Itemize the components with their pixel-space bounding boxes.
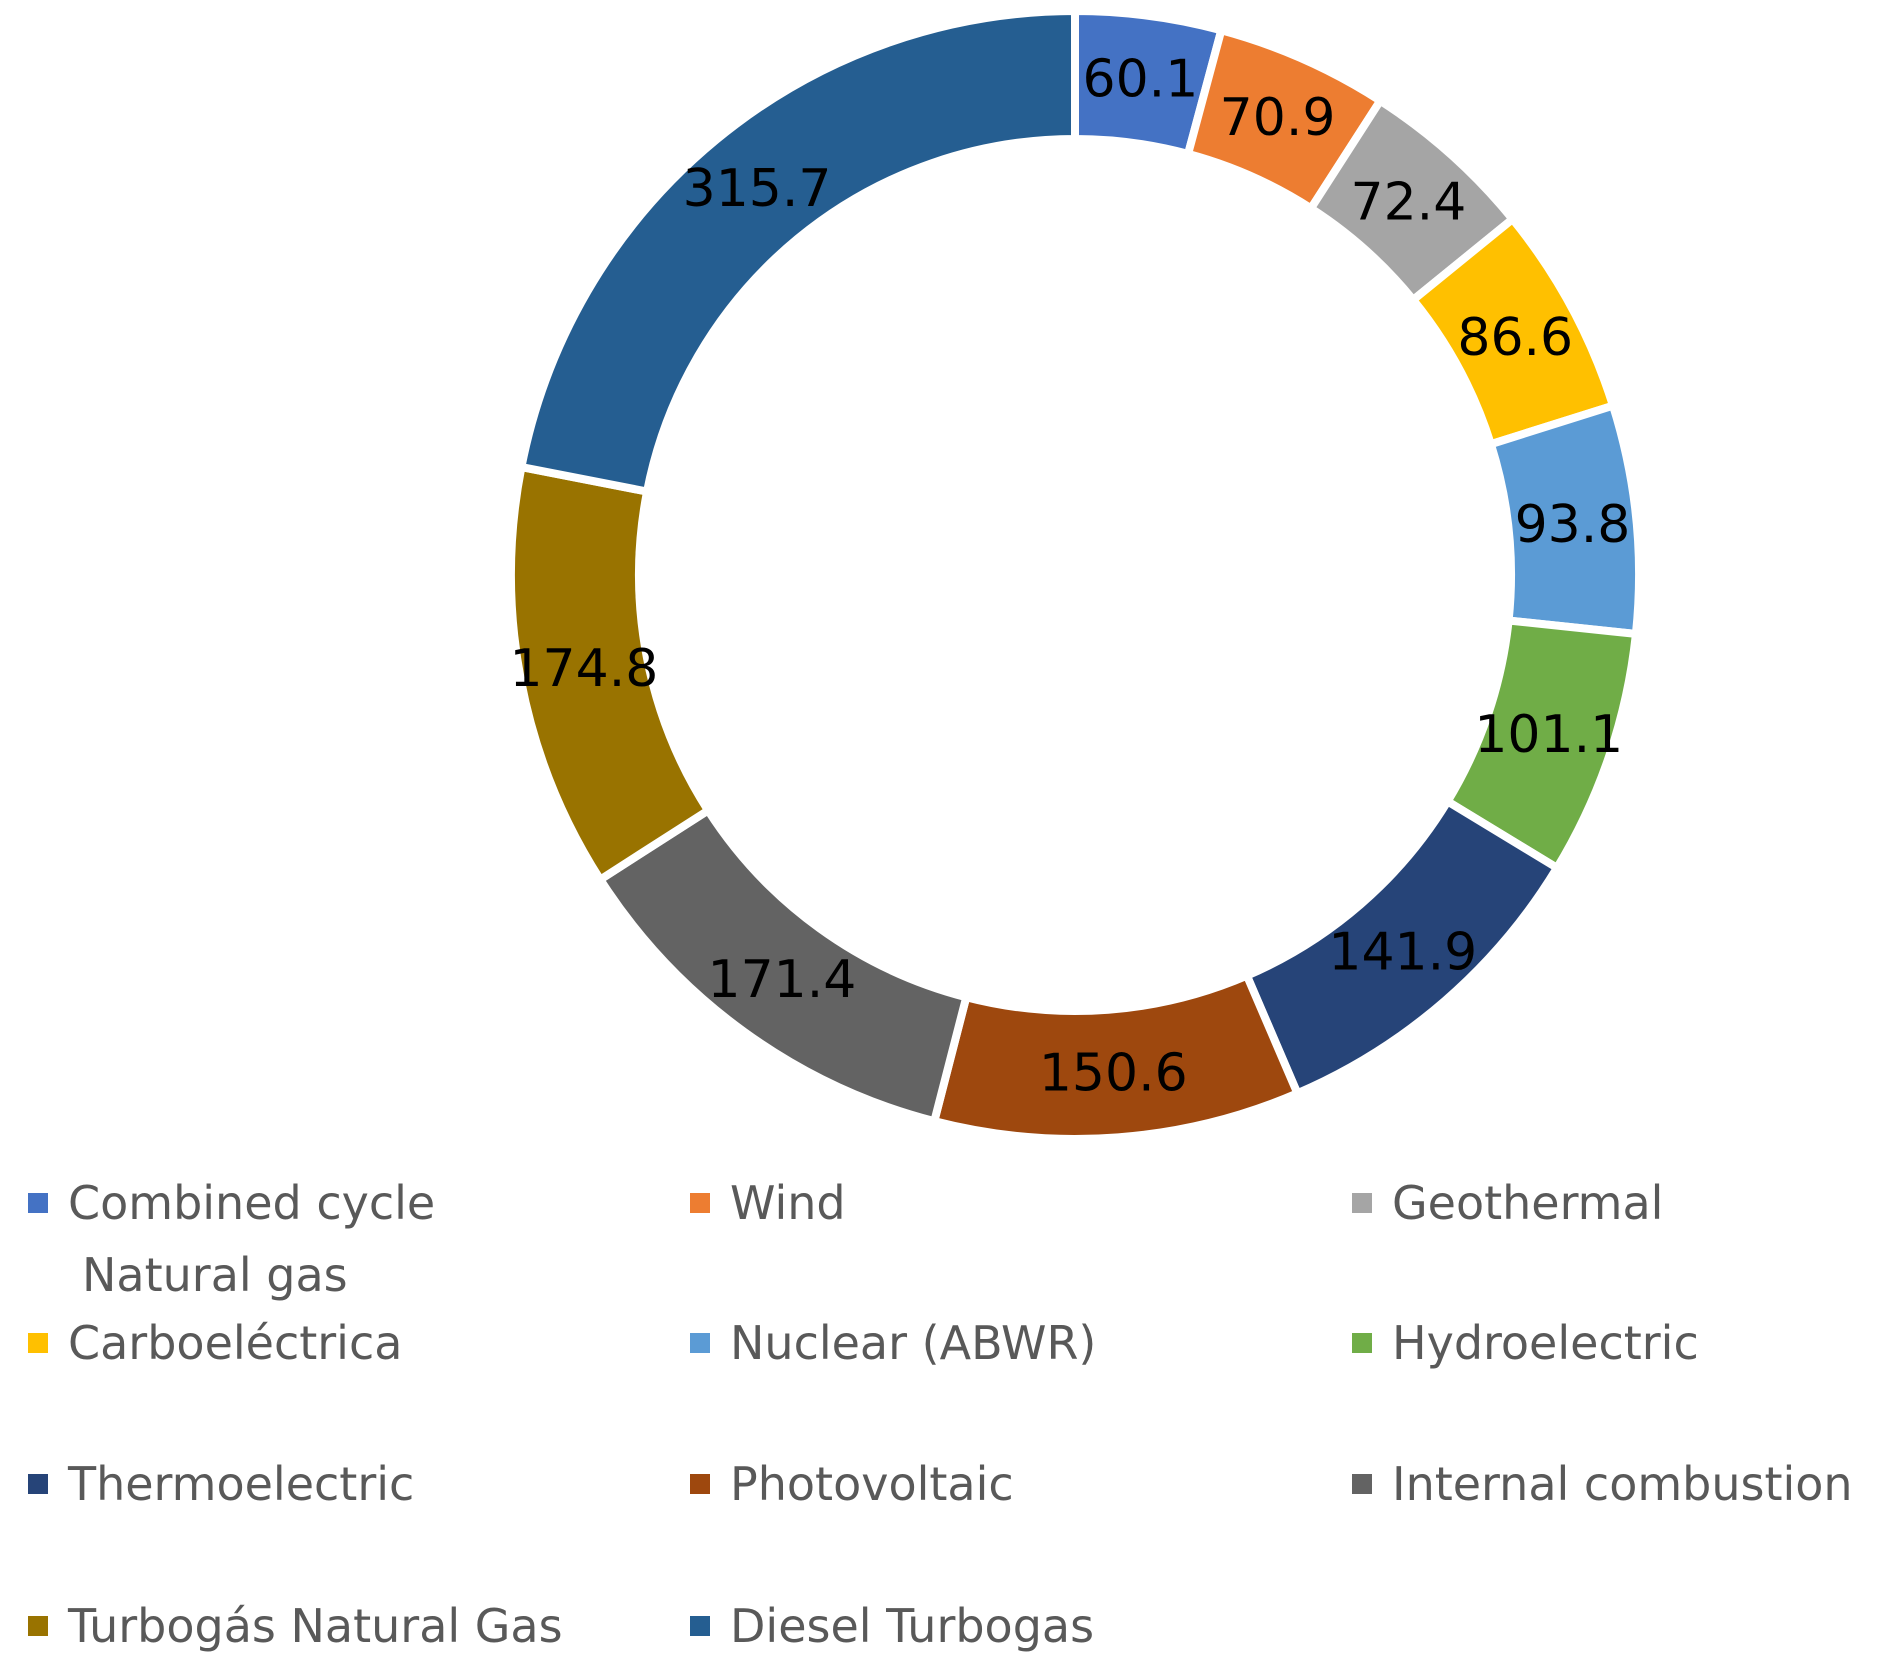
data-label-photovoltaic: 150.6: [1039, 1044, 1188, 1104]
legend-item-combined-cycle-natural-gas: Combined cycle Natural gas: [28, 1176, 435, 1302]
legend: Combined cycle Natural gas Wind Geothermal C…: [28, 1176, 1853, 1653]
legend-item-diesel-turbogas: Diesel Turbogas: [690, 1599, 1094, 1653]
data-labels: 60.1 70.972.4 86.6 93.8 101.1 141.9 150.6 171.4…: [509, 49, 1630, 1103]
legend-swatch-carboel-ctrica: [28, 1333, 48, 1353]
legend-label-geothermal: Geothermal: [1392, 1176, 1663, 1230]
legend-item-photovoltaic: Photovoltaic: [690, 1457, 1014, 1511]
legend-label-carboel-ctrica: Carboeléctrica: [68, 1316, 402, 1370]
legend-label-thermoelectric: Thermoelectric: [67, 1457, 414, 1511]
legend-item-carboel-ctrica: Carboeléctrica: [28, 1316, 402, 1370]
legend-item-geothermal: Geothermal: [1352, 1176, 1663, 1230]
legend-item-nuclear-abwr: Nuclear (ABWR): [690, 1316, 1096, 1370]
legend-label-photovoltaic: Photovoltaic: [730, 1457, 1014, 1511]
legend-swatch-wind: [690, 1193, 710, 1213]
slice-diesel-turbogas: [516, 6, 1079, 497]
legend-swatch-combined-cycle-natural-gas: [28, 1193, 48, 1213]
legend-label-combined-cycle-natural-gas: Combined cycle Natural gas: [68, 1176, 435, 1302]
legend-label-diesel-turbogas: Diesel Turbogas: [730, 1599, 1094, 1653]
data-label-thermoelectric: 141.9: [1328, 923, 1477, 983]
legend-swatch-thermoelectric: [28, 1474, 48, 1494]
legend-swatch-internal-combustion: [1352, 1474, 1372, 1494]
data-label-wind: 70.9: [1220, 88, 1336, 148]
legend-label-wind: Wind: [730, 1176, 846, 1230]
donut-slices: [507, 6, 1643, 1143]
legend-swatch-diesel-turbogas: [690, 1616, 710, 1636]
legend-label-turbog-s-natural-gas: Turbogás Natural Gas: [67, 1599, 563, 1653]
legend-swatch-geothermal: [1352, 1193, 1372, 1213]
legend-swatch-photovoltaic: [690, 1474, 710, 1494]
legend-label-nuclear-abwr: Nuclear (ABWR): [730, 1316, 1096, 1370]
legend-item-hydroelectric: Hydroelectric: [1352, 1316, 1699, 1370]
legend-label-internal-combustion: Internal combustion: [1392, 1457, 1853, 1511]
data-label-hydroelectric: 101.1: [1474, 705, 1623, 765]
data-label-nuclear-abwr: 93.8: [1515, 495, 1631, 555]
legend-item-thermoelectric: Thermoelectric: [28, 1457, 414, 1511]
legend-item-internal-combustion: Internal combustion: [1352, 1457, 1853, 1511]
data-label-combined-cycle-natural-gas: 60.1: [1083, 49, 1199, 109]
legend-item-turbog-s-natural-gas: Turbogás Natural Gas: [28, 1599, 563, 1653]
data-label-turbog-s-natural-gas: 174.8: [509, 639, 658, 699]
legend-swatch-turbog-s-natural-gas: [28, 1616, 48, 1636]
data-label-internal-combustion: 171.4: [708, 950, 857, 1010]
data-label-carboel-ctrica: 86.6: [1457, 308, 1573, 368]
data-label-geothermal: 72.4: [1351, 172, 1467, 232]
legend-swatch-nuclear-abwr: [690, 1333, 710, 1353]
data-label-diesel-turbogas: 315.7: [683, 159, 832, 219]
legend-swatch-hydroelectric: [1352, 1333, 1372, 1353]
legend-label-hydroelectric: Hydroelectric: [1392, 1316, 1699, 1370]
legend-item-wind: Wind: [690, 1176, 846, 1230]
